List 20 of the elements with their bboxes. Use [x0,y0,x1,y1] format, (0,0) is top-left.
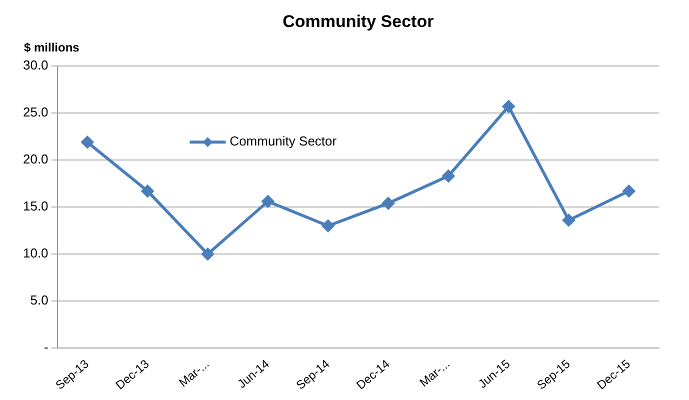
y-axis-title: $ millions [24,40,80,54]
y-tick-label: 5.0 [30,292,48,308]
chart-title: Community Sector [282,12,434,32]
y-tick-label: 25.0 [22,104,48,120]
y-tick-label: - [44,340,48,355]
y-tick-label: 30.0 [22,58,48,73]
y-tick-label: 10.0 [22,246,48,261]
point [261,194,274,208]
point [442,170,455,183]
point [141,184,154,198]
point [562,214,576,227]
point [201,248,214,261]
y-tick-label: 20.0 [22,152,48,167]
point [80,136,94,149]
point [502,100,516,113]
point [382,196,395,210]
point [322,219,335,232]
y-tick-label: 15.0 [22,198,48,214]
legend-label: Community Sector [230,134,338,149]
point [622,184,636,198]
